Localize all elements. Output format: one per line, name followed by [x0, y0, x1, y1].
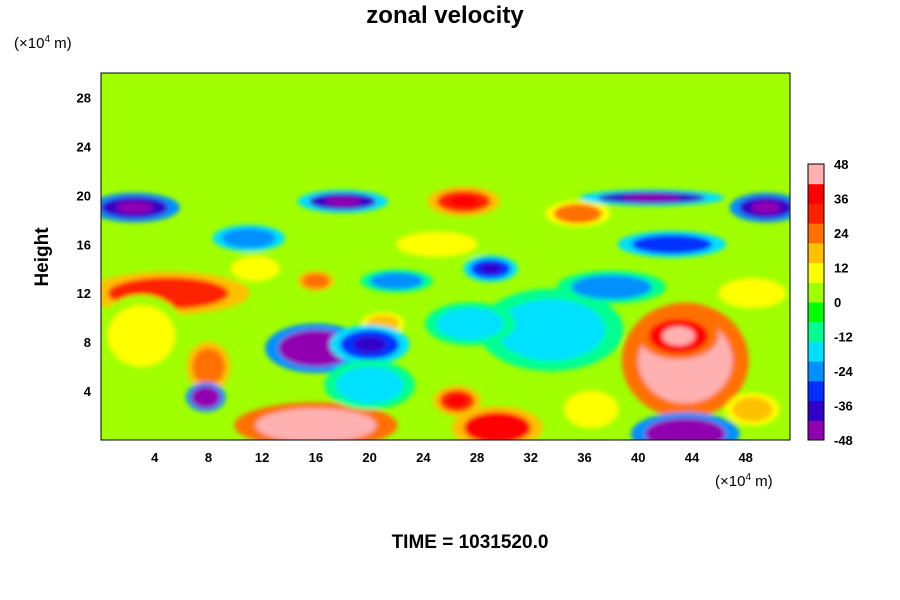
plot-frame — [100, 72, 791, 441]
y-tick-label: 20 — [77, 188, 91, 203]
colorbar-segment — [808, 164, 824, 185]
x-ticks: 4 8 12 16 20 24 28 32 36 40 44 48 — [151, 450, 753, 465]
x-unit-exponent: 4 — [745, 472, 752, 483]
field-feature — [564, 391, 619, 428]
field-feature — [302, 273, 330, 289]
x-tick-label: 24 — [416, 450, 431, 465]
field-feature-core — [448, 195, 479, 208]
chart-title: zonal velocity — [366, 2, 524, 29]
field-feature-core — [622, 194, 682, 202]
field-feature-core — [447, 394, 467, 407]
field-feature-core — [479, 263, 502, 275]
field-feature — [192, 348, 225, 385]
colorbar-tick-label: -48 — [834, 433, 853, 448]
x-tick-label: 20 — [362, 450, 376, 465]
colorbar-tick-label: -12 — [834, 330, 853, 345]
y-unit-exponent: 4 — [44, 34, 51, 45]
plot-border — [100, 72, 791, 441]
colorbar-tick-label: 48 — [834, 157, 848, 172]
colorbar-tick-label: 12 — [834, 261, 848, 276]
field-feature-core — [353, 336, 386, 353]
field-feature — [631, 234, 713, 255]
x-tick-label: 16 — [309, 450, 323, 465]
colorbar-segment — [808, 341, 824, 362]
y-tick-label: 12 — [77, 286, 91, 301]
time-label: TIME = 1031520.0 — [391, 532, 549, 553]
field-feature — [571, 274, 652, 300]
field-feature — [732, 397, 773, 422]
y-tick-label: 24 — [77, 139, 92, 154]
field-feature-core — [663, 425, 708, 440]
y-unit-suffix: m) — [50, 35, 72, 52]
colorbar-segment — [808, 262, 824, 283]
field-feature — [221, 228, 276, 248]
y-axis-unit: (×104 m) — [14, 34, 72, 52]
y-tick-label: 16 — [77, 237, 91, 252]
colorbar-tick-label: -36 — [834, 399, 853, 414]
colorbar-segment — [808, 302, 824, 323]
colorbar-segment — [808, 223, 824, 244]
colorbar-ticks: 48 36 24 12 0 -12 -24 -36 -48 — [834, 157, 854, 448]
colorbar-tick-label: 24 — [834, 226, 849, 241]
x-unit-suffix: m) — [751, 473, 773, 490]
colorbar-segment — [808, 321, 824, 342]
y-unit-prefix: (×10 — [14, 35, 45, 52]
field-feature — [497, 299, 605, 361]
colorbar-segment — [808, 242, 824, 264]
field-feature — [718, 278, 786, 308]
colorbar-tick-label: -24 — [834, 364, 854, 379]
field-feature — [107, 305, 175, 367]
x-tick-label: 36 — [577, 450, 591, 465]
field-feature-core — [116, 201, 154, 214]
field-feature — [396, 232, 478, 257]
colorbar-tick-label: 0 — [834, 295, 841, 310]
field-feature-core — [295, 338, 337, 359]
colorbar-tick-label: 36 — [834, 192, 848, 207]
field-feature — [369, 272, 424, 290]
colorbar — [807, 163, 825, 441]
field-feature — [336, 366, 404, 404]
field-feature-core — [324, 196, 362, 207]
x-tick-label: 28 — [470, 450, 484, 465]
field-feature — [231, 256, 280, 281]
x-tick-label: 48 — [738, 450, 752, 465]
colorbar-segment — [808, 420, 824, 441]
colorbar-segment — [808, 203, 824, 224]
velocity-field — [101, 73, 790, 440]
x-tick-label: 44 — [685, 450, 700, 465]
field-feature-core — [478, 419, 516, 437]
x-tick-label: 12 — [255, 450, 269, 465]
colorbar-segment — [808, 183, 824, 204]
field-feature-core — [751, 201, 781, 214]
y-tick-label: 4 — [84, 384, 92, 399]
field-features — [101, 186, 790, 440]
colorbar-frame — [807, 163, 825, 441]
y-tick-label: 28 — [77, 90, 91, 105]
field-feature-core — [662, 326, 695, 346]
field-feature-core — [282, 415, 350, 435]
x-axis-unit: (×104 m) — [715, 472, 773, 490]
y-tick-label: 8 — [84, 335, 91, 350]
field-feature — [553, 203, 602, 224]
colorbar-segment — [808, 400, 824, 421]
y-ticks: 4 8 12 16 20 24 28 — [77, 90, 92, 399]
field-feature-core — [197, 391, 214, 404]
colorbar-segment — [808, 282, 824, 303]
x-tick-label: 40 — [631, 450, 645, 465]
field-feature — [436, 307, 504, 340]
colorbar-segment — [808, 361, 824, 382]
x-tick-label: 4 — [151, 450, 159, 465]
x-tick-label: 32 — [524, 450, 538, 465]
x-unit-prefix: (×10 — [715, 473, 746, 490]
colorbar-segment — [808, 380, 824, 402]
x-tick-label: 8 — [205, 450, 212, 465]
